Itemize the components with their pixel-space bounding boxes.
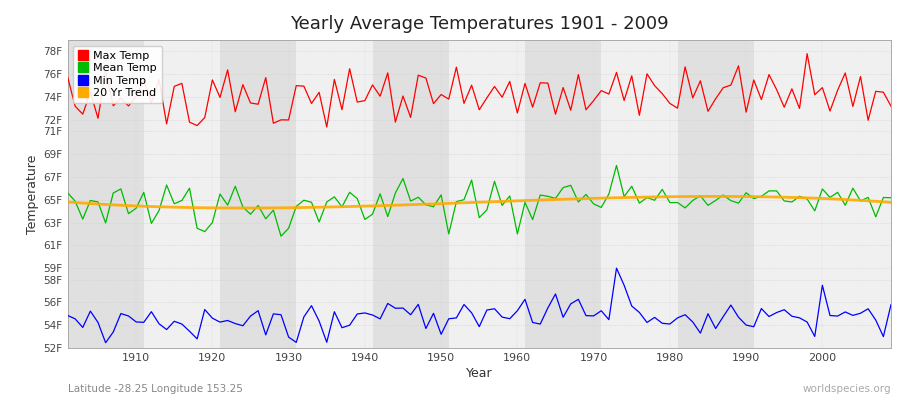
Bar (144, 40, 220, 348)
Bar (678, 40, 754, 348)
Legend: Max Temp, Mean Temp, Min Temp, 20 Yr Trend: Max Temp, Mean Temp, Min Temp, 20 Yr Tre… (73, 46, 162, 103)
Bar (754, 40, 830, 348)
Y-axis label: Temperature: Temperature (26, 154, 40, 234)
Bar (449, 40, 525, 348)
Bar (525, 40, 601, 348)
X-axis label: Year: Year (466, 367, 492, 380)
Text: worldspecies.org: worldspecies.org (803, 384, 891, 394)
Text: Latitude -28.25 Longitude 153.25: Latitude -28.25 Longitude 153.25 (68, 384, 242, 394)
Bar (68, 40, 144, 348)
Bar (601, 40, 678, 348)
Bar (296, 40, 373, 348)
Bar (220, 40, 296, 348)
Title: Yearly Average Temperatures 1901 - 2009: Yearly Average Temperatures 1901 - 2009 (290, 15, 669, 33)
Bar (373, 40, 449, 348)
